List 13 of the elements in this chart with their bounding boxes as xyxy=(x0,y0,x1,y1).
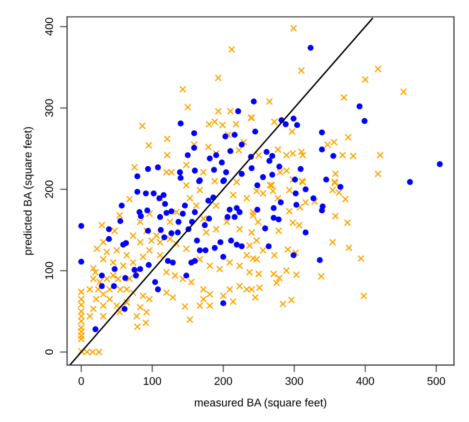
x-tick-label: 500 xyxy=(427,377,446,385)
x-tick-label: 200 xyxy=(214,377,232,385)
x-tick-label: 400 xyxy=(356,377,374,385)
y-tick-label: 300 xyxy=(45,99,54,117)
y-tick-label: 0 xyxy=(45,349,54,355)
y-tick-label: 400 xyxy=(45,18,54,36)
y-axis-title: predicted BA (square feet) xyxy=(23,127,34,255)
x-tick-label: 100 xyxy=(144,377,162,385)
x-axis-title: measured BA (square feet) xyxy=(194,398,326,409)
y-tick-label: 200 xyxy=(45,180,54,198)
x-tick-label: 0 xyxy=(78,377,84,385)
y-tick-label: 100 xyxy=(45,262,54,280)
x-tick-label: 300 xyxy=(285,377,304,385)
